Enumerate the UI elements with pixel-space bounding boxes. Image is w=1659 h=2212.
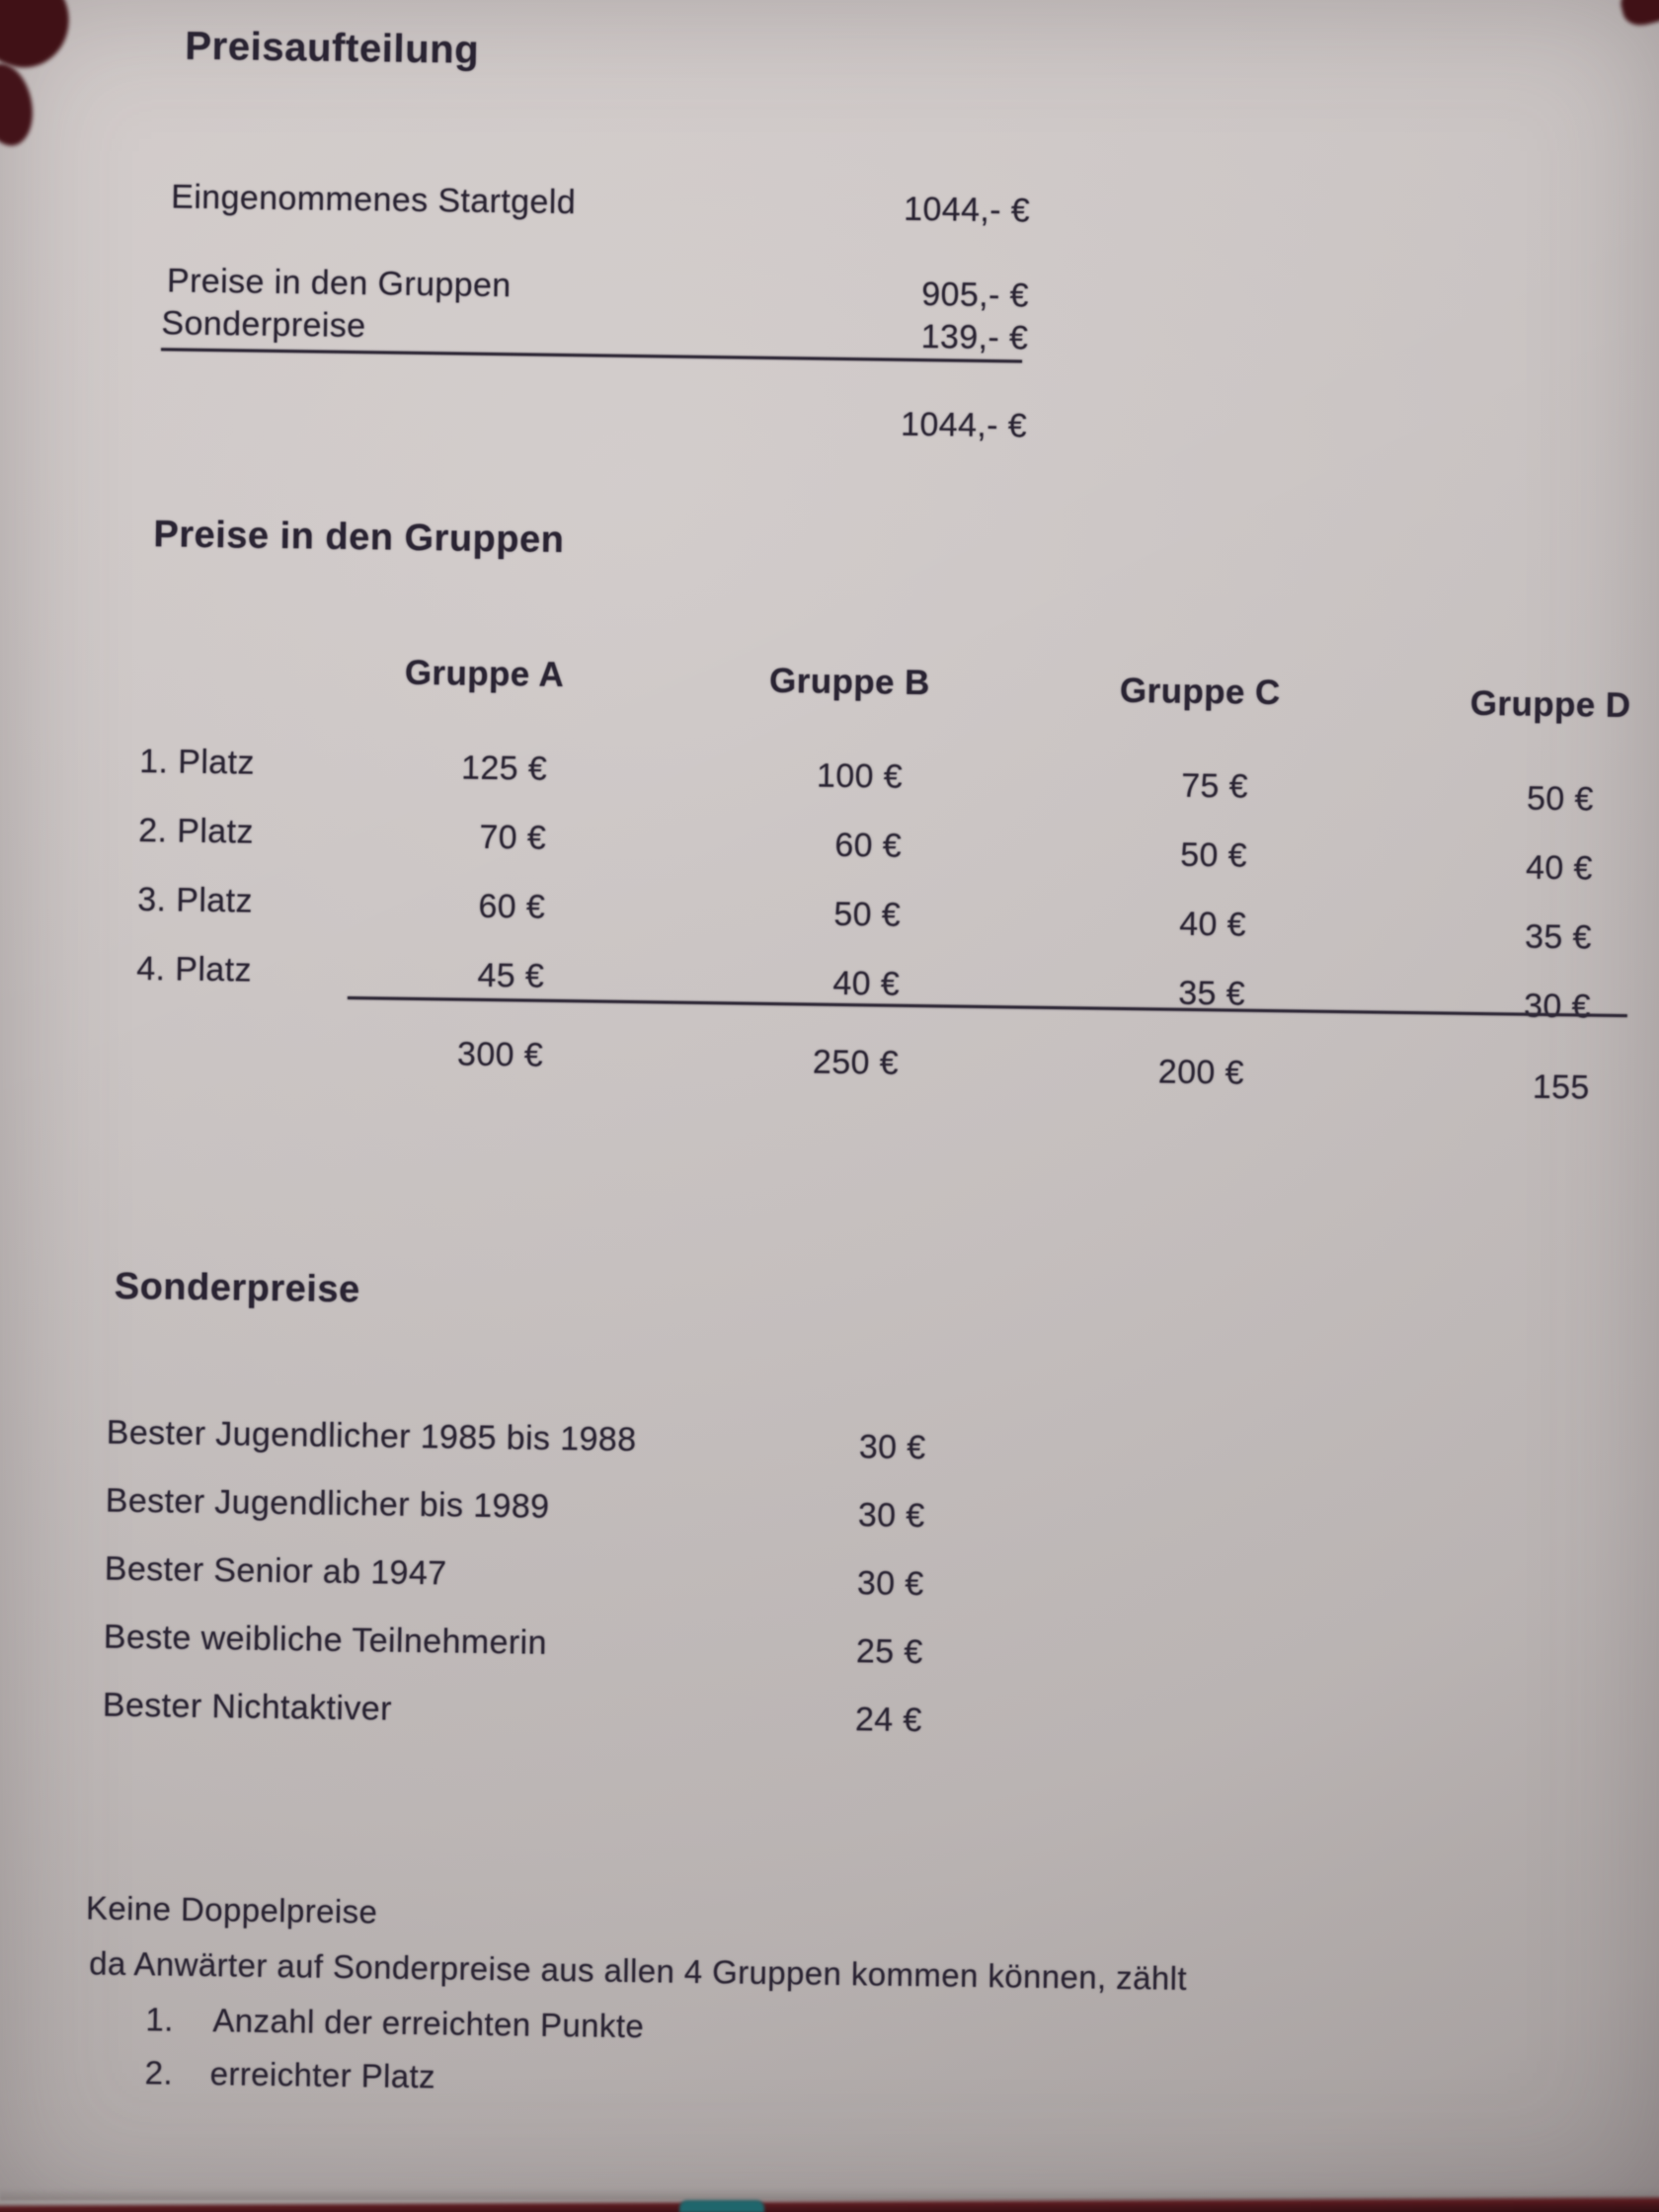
table-cell: 70 €: [479, 818, 547, 857]
column-header-gruppe-c: Gruppe C: [1119, 671, 1281, 713]
table-cell: 100 €: [816, 756, 904, 796]
row-label-platz-3: 3. Platz: [137, 881, 254, 920]
column-header-gruppe-b: Gruppe B: [768, 661, 931, 703]
table-cell: 75 €: [1180, 766, 1249, 806]
footer-list-number: 1.: [145, 2001, 175, 2038]
table-cell: 60 €: [834, 826, 903, 865]
summary-row-value: 139,- €: [920, 318, 1029, 357]
summary-row-value: 905,- €: [921, 276, 1030, 315]
summary-row-label: Preise in den Gruppen: [166, 262, 512, 305]
special-item-value: 30 €: [857, 1496, 925, 1536]
special-item-value: 25 €: [855, 1632, 923, 1672]
table-total: 300 €: [456, 1035, 544, 1074]
table-cell: 50 €: [1179, 835, 1248, 875]
footer-list-number: 2.: [144, 2054, 174, 2092]
column-header-gruppe-a: Gruppe A: [404, 653, 565, 695]
table-cell: 45 €: [477, 956, 545, 995]
table-cell: 40 €: [1525, 848, 1594, 888]
table-cell: 50 €: [1526, 779, 1595, 819]
table-cell: 60 €: [478, 887, 546, 926]
special-item-value: 30 €: [858, 1428, 926, 1467]
footer-note-line: da Anwärter auf Sonderpreise aus allen 4…: [88, 1944, 1188, 1997]
special-item-label: Bester Senior ab 1947: [104, 1549, 447, 1593]
summary-row-value: 1044,- €: [903, 190, 1031, 230]
table-cell: 125 €: [460, 749, 548, 788]
row-label-platz-4: 4. Platz: [136, 950, 253, 989]
table-cell: 35 €: [1524, 917, 1593, 957]
summary-total-value: 1044,- €: [900, 405, 1028, 445]
special-item-label: Bester Jugendlicher 1985 bis 1988: [106, 1413, 637, 1460]
special-item-value: 24 €: [854, 1700, 923, 1740]
summary-row-label: Sonderpreise: [161, 304, 366, 346]
special-item-label: Beste weibliche Teilnehmerin: [103, 1618, 548, 1662]
special-item-label: Bester Nichtaktiver: [102, 1686, 393, 1728]
row-label-platz-1: 1. Platz: [138, 743, 256, 782]
footer-list-text: erreichter Platz: [209, 2055, 436, 2095]
photo-bottom-teal-mark: [679, 2200, 764, 2212]
footer-list-text: Anzahl der erreichten Punkte: [212, 2002, 645, 2045]
table-total: 200 €: [1157, 1053, 1245, 1092]
page-title: Preisaufteilung: [185, 24, 480, 72]
footer-note-line: Keine Doppelpreise: [85, 1889, 378, 1931]
table-cell: 40 €: [832, 964, 901, 1003]
summary-row-label: Eingenommenes Startgeld: [170, 178, 577, 222]
special-item-label: Bester Jugendlicher bis 1989: [105, 1481, 550, 1526]
special-section-heading: Sonderpreise: [114, 1265, 360, 1311]
table-cell: 30 €: [1523, 987, 1592, 1026]
table-cell: 40 €: [1179, 905, 1247, 944]
row-label-platz-2: 2. Platz: [138, 812, 255, 851]
table-total: 250 €: [812, 1043, 900, 1082]
table-cell: 50 €: [833, 895, 902, 934]
special-item-value: 30 €: [856, 1564, 924, 1604]
table-total: 155: [1532, 1067, 1591, 1107]
groups-section-heading: Preise in den Gruppen: [153, 514, 565, 562]
column-header-gruppe-d: Gruppe D: [1469, 683, 1631, 726]
